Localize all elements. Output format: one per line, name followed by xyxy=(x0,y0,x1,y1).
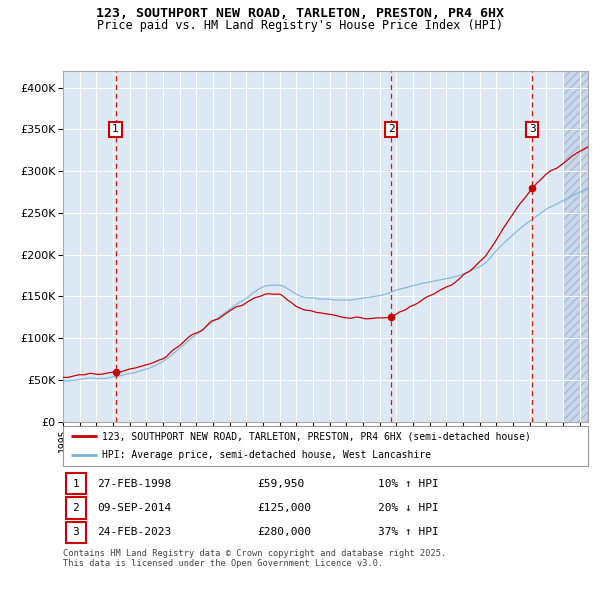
Text: 10% ↑ HPI: 10% ↑ HPI xyxy=(378,479,439,489)
Text: 2: 2 xyxy=(72,503,79,513)
Text: 1: 1 xyxy=(72,479,79,489)
Text: 3: 3 xyxy=(529,124,536,135)
Text: 2: 2 xyxy=(388,124,395,135)
Text: 123, SOUTHPORT NEW ROAD, TARLETON, PRESTON, PR4 6HX (semi-detached house): 123, SOUTHPORT NEW ROAD, TARLETON, PREST… xyxy=(103,431,531,441)
FancyBboxPatch shape xyxy=(63,426,588,466)
Text: HPI: Average price, semi-detached house, West Lancashire: HPI: Average price, semi-detached house,… xyxy=(103,450,431,460)
FancyBboxPatch shape xyxy=(65,497,86,519)
FancyBboxPatch shape xyxy=(65,473,86,494)
Text: 27-FEB-1998: 27-FEB-1998 xyxy=(97,479,172,489)
Text: 37% ↑ HPI: 37% ↑ HPI xyxy=(378,527,439,537)
Bar xyxy=(563,71,588,422)
Text: 09-SEP-2014: 09-SEP-2014 xyxy=(97,503,172,513)
FancyBboxPatch shape xyxy=(65,522,86,543)
Text: 1: 1 xyxy=(112,124,119,135)
Text: 24-FEB-2023: 24-FEB-2023 xyxy=(97,527,172,537)
Text: 20% ↓ HPI: 20% ↓ HPI xyxy=(378,503,439,513)
Text: Contains HM Land Registry data © Crown copyright and database right 2025.
This d: Contains HM Land Registry data © Crown c… xyxy=(63,549,446,568)
Text: Price paid vs. HM Land Registry's House Price Index (HPI): Price paid vs. HM Land Registry's House … xyxy=(97,19,503,32)
Text: 3: 3 xyxy=(72,527,79,537)
Text: £59,950: £59,950 xyxy=(257,479,305,489)
Bar xyxy=(563,71,588,422)
Text: 123, SOUTHPORT NEW ROAD, TARLETON, PRESTON, PR4 6HX: 123, SOUTHPORT NEW ROAD, TARLETON, PREST… xyxy=(96,7,504,20)
Text: £125,000: £125,000 xyxy=(257,503,311,513)
Text: £280,000: £280,000 xyxy=(257,527,311,537)
